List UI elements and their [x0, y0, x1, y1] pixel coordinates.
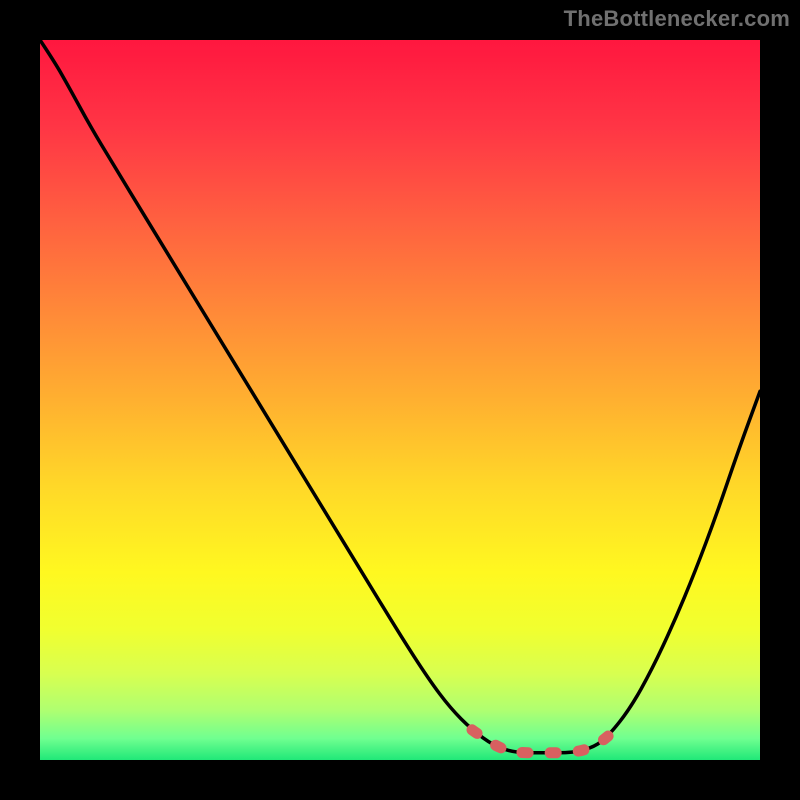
watermark-text: TheBottlenecker.com: [564, 6, 790, 32]
chart-background: [40, 40, 760, 760]
